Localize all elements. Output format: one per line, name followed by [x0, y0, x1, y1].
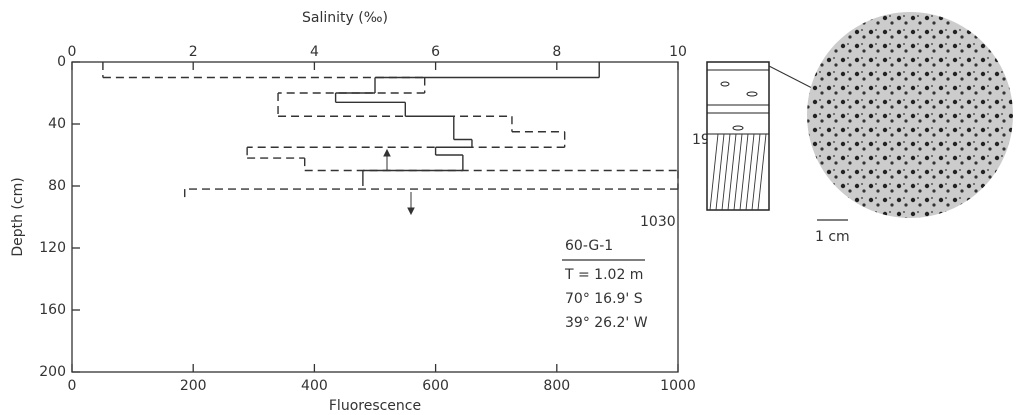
annotation: 1030 — [640, 214, 676, 230]
x2-tick-label: 6 — [431, 44, 440, 60]
station-id: 60-G-1 — [565, 238, 613, 254]
y-tick-label: 120 — [39, 240, 66, 256]
arrows — [383, 148, 415, 216]
x-tick-label: 800 — [543, 378, 570, 394]
x2-tick-label: 4 — [310, 44, 319, 60]
x2-tick-label: 2 — [189, 44, 198, 60]
bottom-axis-title: Fluorescence — [329, 398, 421, 414]
micrograph: 1 cm — [807, 12, 1013, 245]
y-tick-label: 0 — [57, 54, 66, 70]
station-line: 70° 16.9' S — [565, 291, 643, 307]
x-tick-label: 400 — [301, 378, 328, 394]
plot-frame — [71, 61, 679, 373]
x-tick-label: 1000 — [660, 378, 696, 394]
station-info: 60-G-1 T = 1.02 m 70° 16.9' S 39° 26.2' … — [562, 238, 648, 331]
x-tick-label: 0 — [68, 378, 77, 394]
y-axis-title: Depth (cm) — [10, 177, 26, 256]
y-tick-label: 160 — [39, 302, 66, 318]
x2-tick-label: 0 — [68, 44, 77, 60]
station-line: T = 1.02 m — [564, 267, 643, 283]
y-tick-label: 80 — [48, 178, 66, 194]
y-tick-label: 40 — [48, 116, 66, 132]
scale-label: 1 cm — [815, 229, 850, 245]
y-tick-label: 200 — [39, 364, 66, 380]
x2-tick-label: 10 — [669, 44, 687, 60]
core-diagram — [706, 61, 813, 211]
top-axis-title: Salinity (‰) — [302, 10, 388, 26]
x2-tick-label: 8 — [552, 44, 561, 60]
x-tick-label: 200 — [180, 378, 207, 394]
station-line: 39° 26.2' W — [565, 315, 648, 331]
x-tick-label: 600 — [422, 378, 449, 394]
